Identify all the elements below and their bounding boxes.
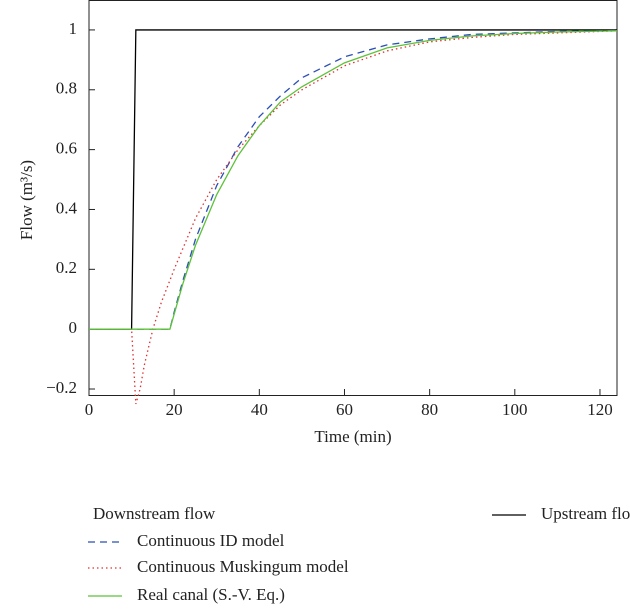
x-axis-label: Time (min) (314, 427, 391, 446)
series-line (89, 30, 618, 405)
x-tick-label: 0 (85, 400, 94, 419)
y-tick-label: 0.2 (56, 258, 77, 277)
legend-label: Real canal (S.-V. Eq.) (137, 585, 285, 604)
y-tick-label: 0 (69, 318, 78, 337)
legend-title: Downstream flow (93, 504, 216, 523)
series-line (89, 30, 618, 330)
legend-label: Upstream flow (541, 504, 630, 523)
y-tick-label: 1 (69, 19, 78, 38)
legend-label: Continuous ID model (137, 531, 285, 550)
x-tick-label: 120 (587, 400, 613, 419)
x-tick-label: 40 (251, 400, 268, 419)
y-tick-label: 0.4 (56, 198, 78, 217)
y-tick-label: 0.6 (56, 139, 77, 158)
x-tick-label: 80 (421, 400, 438, 419)
x-tick-label: 60 (336, 400, 353, 419)
legend-label: Continuous Muskingum model (137, 557, 349, 576)
y-tick-label: 0.8 (56, 79, 77, 98)
y-axis-label: Flow (m³/s) (17, 160, 36, 240)
y-tick-label: −0.2 (46, 378, 77, 397)
x-tick-label: 100 (502, 400, 528, 419)
x-tick-label: 20 (166, 400, 183, 419)
plot-frame (88, 0, 618, 396)
series-line (89, 29, 618, 330)
series-line (89, 29, 617, 330)
